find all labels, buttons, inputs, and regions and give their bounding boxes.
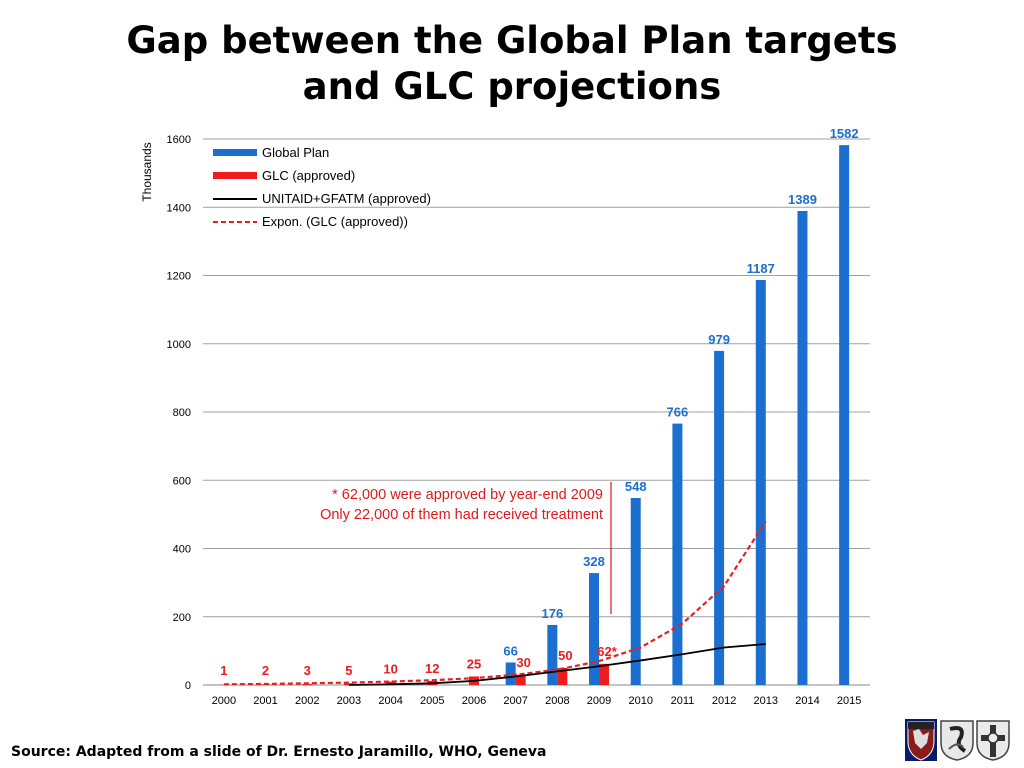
x-tick-label: 2004 [378, 695, 402, 707]
annotation-line-2: Only 22,000 of them had received treatme… [320, 507, 603, 523]
bar-global-plan [839, 145, 850, 685]
bar-glc [599, 663, 610, 685]
x-tick-label: 2010 [628, 695, 652, 707]
logos [905, 719, 1010, 761]
x-tick-label: 2003 [337, 695, 361, 707]
x-tick-label: 2014 [795, 695, 819, 707]
x-tick-label: 2015 [837, 695, 861, 707]
data-label-global-plan: 766 [667, 405, 689, 420]
cross-logo-icon [976, 720, 1010, 761]
bar-global-plan [547, 624, 558, 685]
title-line-1: Gap between the Global Plan targets [126, 19, 898, 62]
y-tick-label: 600 [173, 475, 191, 487]
data-label-global-plan: 1389 [788, 192, 817, 207]
swan-logo-icon [940, 720, 974, 761]
bar-global-plan [714, 350, 725, 685]
x-tick-label: 2011 [671, 695, 695, 707]
title-line-2: and GLC projections [302, 65, 722, 108]
data-label-global-plan: 66 [503, 643, 517, 658]
legend-label: Global Plan [262, 145, 329, 160]
y-tick-label: 1200 [167, 271, 191, 283]
data-label-glc: 3 [304, 663, 311, 678]
data-label-global-plan: 1582 [830, 126, 859, 141]
line-unitaid-gfatm [348, 643, 766, 686]
bar-global-plan [505, 662, 516, 685]
x-tick-label: 2008 [545, 695, 569, 707]
x-tick-label: 2002 [295, 695, 319, 707]
y-tick-label: 0 [185, 680, 191, 692]
data-label-glc: 50 [558, 648, 572, 663]
bar-glc [515, 674, 526, 685]
bar-global-plan [797, 211, 808, 685]
bar-glc [302, 683, 313, 685]
x-tick-label: 2005 [420, 695, 444, 707]
legend-label: Expon. (GLC (approved)) [262, 214, 408, 229]
y-tick-label: 1600 [167, 134, 191, 146]
bar-global-plan [630, 497, 641, 685]
data-label-glc: 10 [383, 662, 397, 677]
slide-title: Gap between the Global Plan targets and … [0, 18, 1024, 110]
data-label-glc: 1 [220, 663, 227, 678]
x-tick-label: 2006 [462, 695, 486, 707]
legend-swatch [213, 172, 257, 179]
data-label-glc: 2 [262, 663, 269, 678]
legend-label: UNITAID+GFATM (approved) [262, 191, 431, 206]
x-tick-label: 2012 [712, 695, 736, 707]
bar-global-plan [755, 279, 766, 685]
annotation-line-1: * 62,000 were approved by year-end 2009 [332, 487, 603, 503]
data-label-global-plan: 176 [541, 606, 563, 621]
data-label-glc: 25 [467, 656, 481, 671]
y-tick-label: 1400 [167, 202, 191, 214]
legend-label: GLC (approved) [262, 168, 355, 183]
y-tick-label: 800 [173, 407, 191, 419]
y-tick-label: 200 [173, 612, 191, 624]
bar-glc [557, 667, 568, 685]
data-label-global-plan: 328 [583, 554, 605, 569]
data-label-glc: 30 [516, 655, 530, 670]
bar-glc [385, 681, 396, 685]
x-tick-label: 2013 [754, 695, 778, 707]
x-tick-label: 2009 [587, 695, 611, 707]
data-label-global-plan: 979 [708, 332, 730, 347]
legend-swatch [213, 149, 257, 156]
source-note: Source: Adapted from a slide of Dr. Erne… [11, 744, 547, 760]
y-tick-label: 1000 [167, 339, 191, 351]
data-label-glc: 12 [425, 661, 439, 676]
y-axis-label: Thousands [140, 142, 154, 201]
x-tick-label: 2001 [253, 695, 277, 707]
bar-global-plan [672, 423, 683, 685]
data-label-glc: 5 [345, 663, 352, 678]
x-tick-label: 2000 [212, 695, 236, 707]
data-label-glc: 62* [597, 644, 617, 659]
line-expon-glc [223, 520, 767, 686]
data-label-global-plan: 548 [625, 479, 647, 494]
x-tick-label: 2007 [503, 695, 527, 707]
y-tick-label: 400 [173, 544, 191, 556]
data-label-global-plan: 1187 [747, 261, 775, 276]
crest-logo-icon [905, 719, 937, 761]
bar-global-plan [589, 573, 600, 685]
